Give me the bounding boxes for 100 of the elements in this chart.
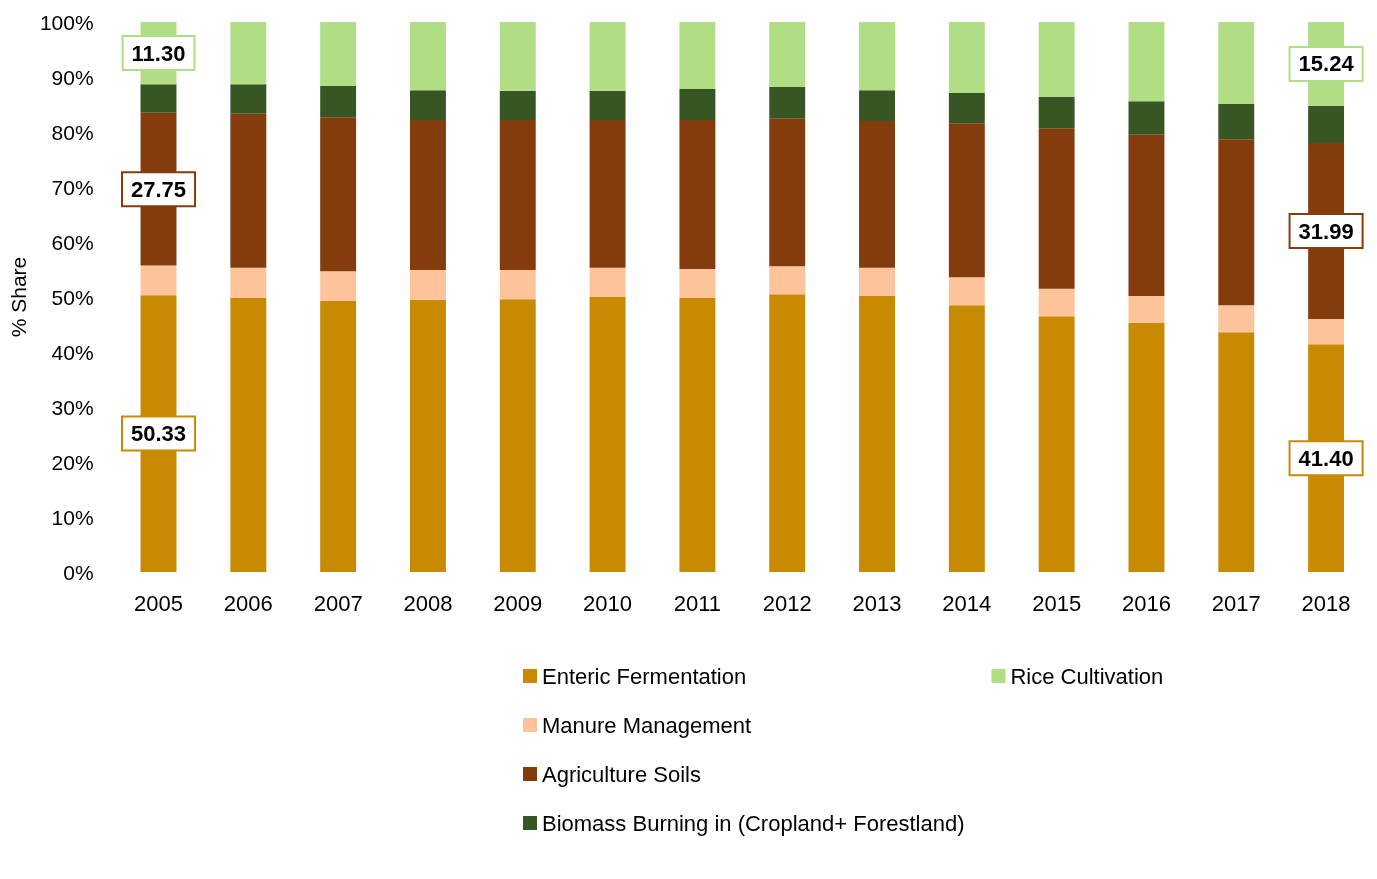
bar [1038,22,1075,97]
data-label: 11.30 [131,40,186,66]
legend-label: Enteric Fermentation [542,663,747,689]
bar [1218,22,1255,104]
bar [769,294,806,572]
x-tick-label: 2011 [673,590,722,616]
legend-label: Rice Cultivation [1010,663,1164,689]
bar [1128,322,1165,572]
y-tick-label: 90% [51,65,94,89]
x-tick-label: 2012 [762,590,812,616]
bar [499,22,536,91]
bar [859,295,895,572]
bar [948,22,985,93]
bar [769,266,806,295]
bar [1038,316,1075,572]
bar [230,267,267,299]
bar [320,117,357,272]
bar [230,84,267,114]
x-tick-label: 2015 [1032,590,1082,616]
legend-label: Biomass Burning in (Cropland+ Forestland) [542,810,965,836]
bar [1128,22,1165,102]
legend-label: Agriculture Soils [542,761,701,787]
y-tick-label: 30% [51,395,94,419]
bar [320,85,357,118]
bar [679,119,716,269]
bar [859,121,895,268]
bar [140,265,177,296]
legend-label: Manure Management [542,712,752,738]
bar [499,270,536,300]
bar [859,267,895,296]
bar [589,90,626,120]
bar [859,90,895,121]
y-tick-label: 20% [51,450,94,474]
bar [1038,288,1075,317]
data-label: 31.99 [1298,218,1354,244]
bar [320,271,357,301]
x-tick-label: 2017 [1211,590,1261,616]
data-label: 15.24 [1298,51,1355,77]
y-tick-label: 40% [51,340,94,364]
bar [948,92,985,124]
y-tick-label: 10% [51,505,94,529]
y-tick-label: 100% [39,10,94,34]
bar [230,22,267,85]
x-tick-label: 2018 [1301,590,1351,616]
bar [409,119,446,271]
bar [1128,295,1165,323]
x-tick-label: 2005 [134,590,183,616]
bar [1308,105,1345,144]
y-tick-label: 0% [63,560,94,584]
x-tick-label: 2006 [223,590,273,616]
bar [1038,96,1075,129]
bar [859,22,895,91]
bar [589,22,626,91]
x-tick-label: 2007 [313,590,363,616]
bar [769,86,806,119]
x-tick-label: 2016 [1121,590,1171,616]
bar [1038,128,1075,289]
bar [948,305,985,572]
bar [1128,134,1165,296]
bar [1308,319,1345,345]
bar [679,22,716,90]
bar [409,299,446,572]
bar [769,22,806,87]
bar [1128,101,1165,135]
bar [679,268,716,299]
bar [409,270,446,300]
bar [320,22,357,86]
bar [769,118,806,267]
data-label: 41.40 [1298,445,1354,471]
bar [589,119,626,268]
y-tick-label: 80% [51,120,94,144]
x-tick-label: 2014 [942,590,992,616]
x-tick-label: 2008 [403,590,453,616]
bar [409,22,446,91]
x-tick-label: 2009 [493,590,543,616]
y-tick-label: 70% [51,175,94,199]
bar [320,300,357,572]
data-label: 50.33 [130,421,187,447]
bar [1218,332,1255,572]
y-tick-label: 50% [51,285,94,309]
x-tick-label: 2010 [583,590,633,616]
bar [948,277,985,306]
bar [948,123,985,278]
bar [499,299,536,572]
bar [1218,103,1255,140]
bar [1218,139,1255,306]
bar [679,298,716,572]
bar [140,84,177,113]
bar [499,119,536,271]
bar [230,298,267,572]
y-axis-title: % Share [7,256,30,338]
data-label: 27.75 [130,176,187,202]
bar [499,90,536,120]
bar [409,90,446,120]
bar [1218,305,1255,333]
bar [679,89,716,120]
y-tick-label: 60% [51,230,94,254]
bar [589,297,626,572]
bar [589,267,626,297]
bar [230,113,267,268]
